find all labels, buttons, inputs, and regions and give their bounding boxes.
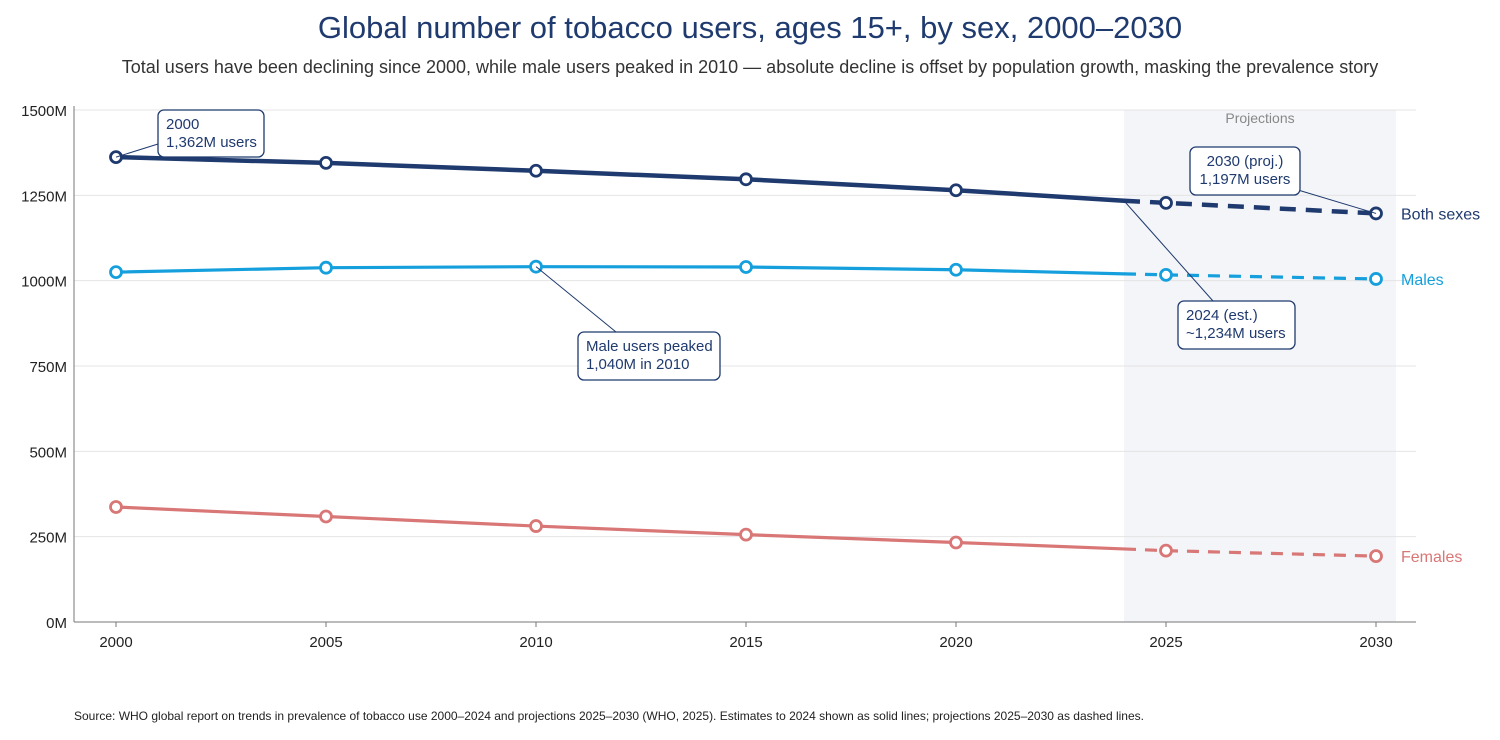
data-point-females (319, 509, 333, 524)
data-point-males (739, 260, 753, 274)
annotation-box-a2000 (157, 109, 265, 158)
series-line-both-sexes-projection (1123, 198, 1377, 216)
data-point-both-sexes (529, 163, 543, 178)
data-point-both-sexes (949, 183, 963, 198)
annotation-leader-a2024 (1123, 200, 1214, 302)
annotation-leader-a2030 (1297, 189, 1377, 214)
x-tick-label: 2010 (519, 634, 552, 651)
annotation-text-apeak: 1,040M in 2010 (586, 356, 689, 373)
annotation-text-a2000: 2000 (166, 116, 199, 133)
x-tick-label: 2020 (939, 634, 972, 651)
data-point-males (1159, 267, 1173, 282)
data-point-females (529, 519, 543, 533)
annotation-text-a2030: 2030 (proj.) (1207, 153, 1284, 170)
data-point-males (319, 260, 333, 275)
data-point-females (1369, 549, 1383, 564)
x-tick-label: 2015 (729, 634, 762, 651)
source-note: Source: WHO global report on trends in p… (74, 709, 1144, 723)
x-tick-label: 2025 (1149, 634, 1182, 651)
annotation-leader-a2000 (115, 143, 159, 158)
y-tick-label: 1250M (21, 188, 67, 205)
data-point-females (109, 500, 123, 514)
annotation-text-a2024: ~1,234M users (1186, 325, 1286, 342)
x-tick-label: 2030 (1359, 634, 1392, 651)
y-tick-label: 250M (29, 530, 67, 547)
x-tick-label: 2005 (309, 634, 342, 651)
y-tick-label: 0M (46, 615, 67, 632)
y-tick-label: 1000M (21, 274, 67, 291)
annotation-text-a2030: 1,197M users (1200, 171, 1291, 188)
data-point-females (949, 535, 963, 550)
y-tick-label: 750M (29, 359, 67, 376)
chart-title: Global number of tobacco users, ages 15+… (317, 10, 1183, 45)
series-label-females: Females (1401, 549, 1462, 566)
y-tick-label: 500M (29, 444, 67, 461)
annotation-box-a2024 (1177, 300, 1296, 350)
series-line-males-estimates (114, 265, 1126, 276)
series-label-males: Males (1401, 272, 1444, 289)
data-point-females (739, 527, 753, 542)
chart-subtitle: Total users have been declining since 20… (121, 57, 1379, 77)
data-point-both-sexes (1159, 195, 1173, 210)
series-line-females-estimates (114, 505, 1126, 551)
data-point-males (949, 262, 963, 277)
annotation-box-a2030 (1189, 146, 1301, 196)
annotation-text-a2024: 2024 (est.) (1186, 307, 1258, 324)
data-point-males (1369, 272, 1383, 286)
projection-label: Projections (1225, 110, 1294, 126)
annotation-text-apeak: Male users peaked (586, 338, 713, 355)
data-point-females (1159, 543, 1173, 558)
annotation-box-apeak (577, 331, 721, 381)
x-tick-label: 2000 (99, 634, 132, 651)
series-line-both-sexes-estimates (113, 154, 1127, 204)
y-tick-label: 1500M (21, 103, 67, 120)
annotation-leader-apeak (535, 266, 617, 333)
data-point-both-sexes (739, 172, 753, 187)
series-label-both-sexes: Both sexes (1401, 206, 1480, 223)
data-point-both-sexes (319, 156, 333, 170)
annotation-text-a2000: 1,362M users (166, 134, 257, 151)
data-point-males (109, 265, 123, 280)
